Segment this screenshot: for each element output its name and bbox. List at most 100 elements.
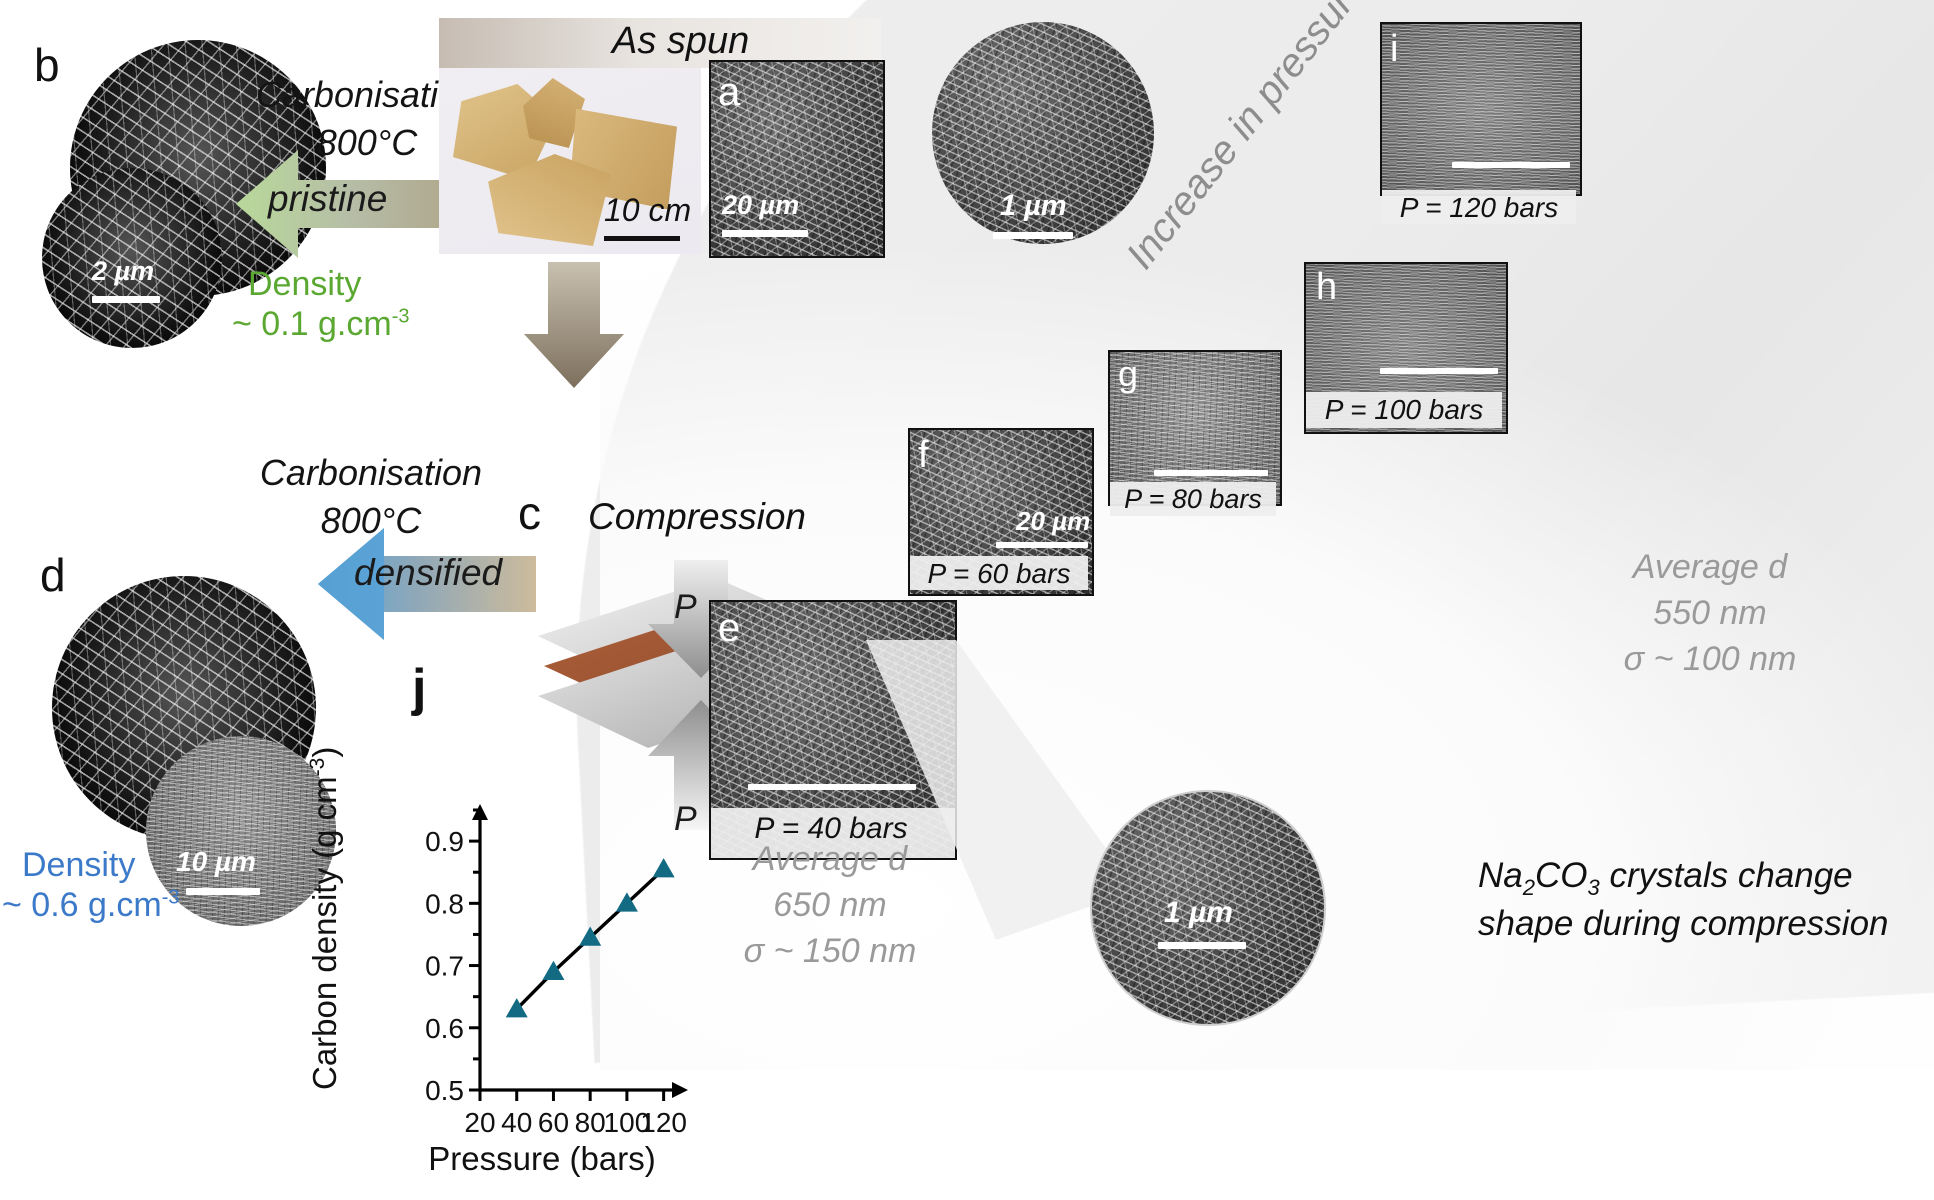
carbonisation-bottom-line1: Carbonisation <box>259 452 483 493</box>
stats-high-line2: 550 nm <box>1653 594 1767 632</box>
pristine-label: pristine <box>268 178 388 219</box>
sem-image-g <box>1108 350 1282 506</box>
scale-bar-10cm <box>604 236 680 241</box>
chart-y-ticklabel: 0.8 <box>425 888 464 919</box>
na2co3-note-post: crystals change <box>1599 856 1853 895</box>
press-label-bottom: P <box>674 800 697 838</box>
chart-data-point-marker <box>579 926 602 946</box>
sem-caption-e: P = 40 bars <box>754 812 908 845</box>
na2co3-note-line1: Na2CO3 crystals change <box>1478 856 1853 901</box>
scale-text-10um: 10 µm <box>176 846 256 877</box>
chart-xlabel: Pressure (bars) <box>428 1140 656 1177</box>
stats-low-line2: 650 nm <box>773 886 887 924</box>
chart-x-ticklabel: 40 <box>501 1107 532 1138</box>
sem-caption-strip-e <box>711 808 955 858</box>
chart-x-ticklabel: 120 <box>640 1107 687 1138</box>
chart-x-ticklabel: 80 <box>575 1107 606 1138</box>
press-label-top: P <box>674 588 697 626</box>
scale-bar-10um <box>186 888 260 895</box>
panel-label-f: f <box>918 434 929 476</box>
scale-bar-h <box>1380 368 1498 374</box>
sem-caption-f: P = 60 bars <box>927 558 1071 589</box>
na2co3-note-sub1: 2 <box>1522 875 1535 900</box>
panel-label-e: e <box>718 606 741 650</box>
chart-data-point-marker <box>652 858 675 878</box>
density-pristine-label: Density <box>248 265 362 303</box>
chart-data-point-marker <box>615 892 638 912</box>
stats-low-line1: Average d <box>752 840 908 878</box>
scale-bar-a-20um <box>722 230 808 237</box>
panel-label-g: g <box>1118 353 1139 394</box>
stats-high-line3: σ ~ 100 nm <box>1623 640 1797 678</box>
chart-y-ticklabel: 0.5 <box>425 1075 464 1106</box>
densified-label: densified <box>354 552 503 593</box>
sem-caption-strip-f <box>910 556 1088 590</box>
chart-x-ticklabel: 100 <box>604 1107 651 1138</box>
scale-bar-f <box>996 542 1088 548</box>
panel-label-c: c <box>518 487 541 539</box>
sem-image-b-inset <box>42 168 222 348</box>
chart-x-axis-arrow <box>672 1082 688 1098</box>
chart-ylabel-text: Carbon density (g cm <box>306 776 343 1090</box>
scale-bar-g <box>1154 470 1268 476</box>
densified-arrow <box>318 528 536 640</box>
scale-text-bottom-1um: 1 µm <box>1164 896 1233 929</box>
sem-caption-h: P = 100 bars <box>1324 394 1484 425</box>
scale-bar-top-1um <box>993 232 1073 239</box>
chart-y-ticklabel: 0.7 <box>425 951 464 982</box>
sem-caption-strip-h <box>1306 392 1502 428</box>
chart-data-point-marker <box>505 998 528 1018</box>
chart-ylabel: Carbon density (g cm-3) <box>306 747 344 1090</box>
chart-ylabel-exponent: -3 <box>306 757 329 777</box>
scale-bar-i <box>1452 162 1570 168</box>
scale-text-2um: 2 µm <box>92 256 155 286</box>
magnify-cone-bottom <box>866 640 1136 940</box>
panel-label-b: b <box>34 39 60 91</box>
scale-bar-bottom-1um <box>1158 942 1246 949</box>
scale-text-f-20um: 20 µm <box>1016 506 1091 536</box>
chart-ylabel-close: ) <box>306 746 343 758</box>
as-spun-header-strip <box>439 18 881 68</box>
scale-bar-e <box>748 784 916 790</box>
density-pristine-exponent: -3 <box>391 305 410 328</box>
sem-caption-i: P = 120 bars <box>1399 192 1559 223</box>
panel-label-h: h <box>1316 266 1338 308</box>
scale-text-top-1um: 1 µm <box>1000 190 1067 222</box>
panel-label-j: j <box>412 659 427 717</box>
panel-label-d: d <box>40 549 66 601</box>
chart-y-axis-arrow <box>472 804 488 820</box>
na2co3-note-line2: shape during compression <box>1478 904 1889 943</box>
chart-panel-j: 0.5 0.6 0.7 0.8 0.9 20 40 60 80 100 120 <box>392 790 692 1170</box>
chart-data-point-marker <box>542 960 565 981</box>
density-pristine-value: ~ 0.1 g.cm-3 <box>232 305 410 344</box>
carbonisation-bottom-line2: 800°C <box>320 500 422 541</box>
panel-label-i: i <box>1390 28 1399 70</box>
chart-y-ticklabel: 0.9 <box>425 826 464 857</box>
scale-text-a-20um: 20 µm <box>722 190 800 220</box>
na2co3-note-mid: CO <box>1535 856 1588 895</box>
na2co3-note-sub2: 3 <box>1587 875 1600 900</box>
sem-image-top-magnified <box>932 22 1154 244</box>
scale-bar-2um <box>92 296 160 303</box>
density-pristine-number: ~ 0.1 g.cm <box>232 305 392 343</box>
panel-label-a: a <box>718 70 741 114</box>
na2co3-note-pre: Na <box>1478 856 1523 895</box>
sem-image-a <box>709 60 885 258</box>
sem-caption-g: P = 80 bars <box>1124 484 1262 514</box>
density-densified-number: ~ 0.6 g.cm <box>2 886 162 924</box>
density-densified-label: Density <box>22 846 136 884</box>
photo-as-spun-mats <box>439 68 701 254</box>
stats-low-line3: σ ~ 150 nm <box>743 932 917 970</box>
chart-x-ticklabel: 20 <box>464 1107 495 1138</box>
compression-label: Compression <box>588 496 806 537</box>
sem-image-bottom-magnified <box>1090 790 1326 1026</box>
stats-high-line1: Average d <box>1632 548 1788 586</box>
as-spun-label: As spun <box>612 20 750 62</box>
chart-y-ticklabel: 0.6 <box>425 1013 464 1044</box>
chart-x-ticklabel: 60 <box>538 1107 569 1138</box>
scale-text-10cm: 10 cm <box>604 192 692 228</box>
sem-caption-strip-g <box>1110 482 1276 516</box>
carbonisation-top-line2: 800°C <box>316 122 418 163</box>
